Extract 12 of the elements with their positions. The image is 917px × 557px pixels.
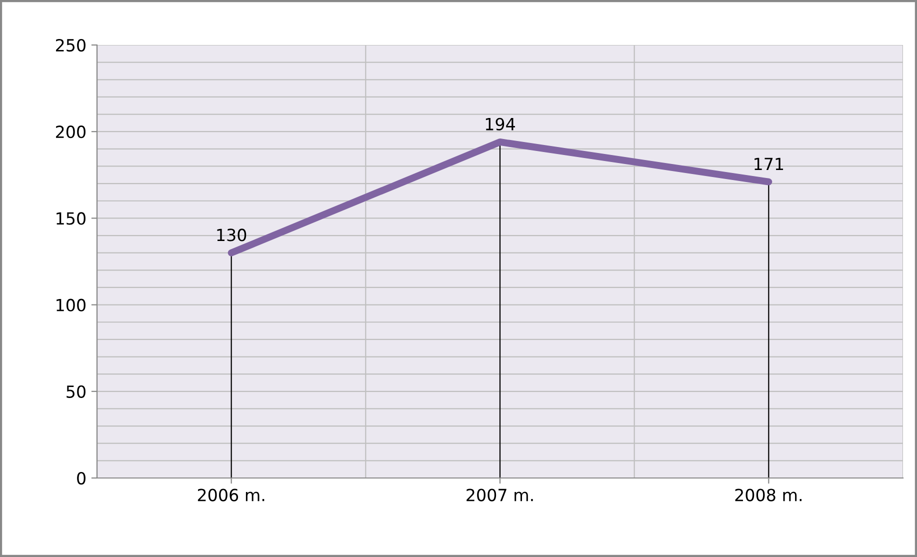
- x-tick-label: 2008 m.: [735, 488, 802, 502]
- y-tick-label: 150: [56, 212, 86, 225]
- data-label: 194: [486, 118, 515, 130]
- y-tick-label: 50: [66, 385, 86, 398]
- x-tick-label: 2006 m.: [198, 488, 264, 502]
- y-tick-label: 0: [77, 472, 86, 485]
- y-tick-label: 250: [56, 38, 86, 52]
- data-label: 171: [754, 158, 784, 170]
- data-label: 130: [217, 228, 246, 242]
- x-tick-label: 2007 m.: [466, 488, 533, 502]
- y-tick-label: 100: [56, 298, 86, 312]
- y-tick-label: 200: [56, 126, 86, 138]
